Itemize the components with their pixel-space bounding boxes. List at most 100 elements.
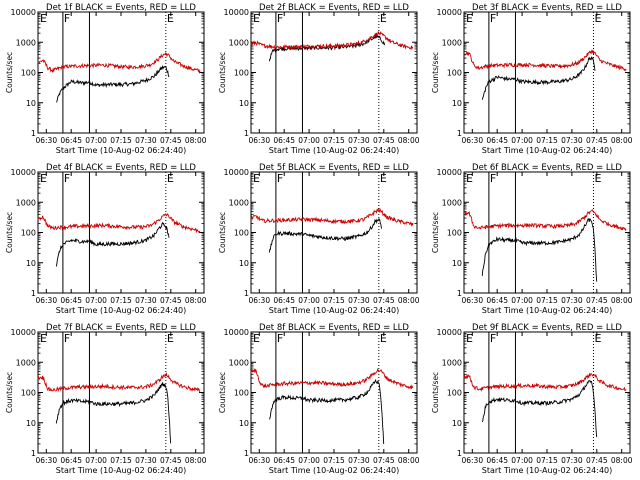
x-tick-label: 07:00 bbox=[85, 136, 107, 145]
panel-8: Det 8f BLACK = Events, RED = LLD 1 10 100 10… bbox=[218, 323, 420, 475]
x-axis-label: Start Time (10-Aug-02 06:24:40) bbox=[269, 306, 400, 315]
time-marker-label: E bbox=[167, 12, 174, 25]
x-tick-label: 07:45 bbox=[160, 456, 182, 465]
x-tick-label: 07:15 bbox=[110, 136, 132, 145]
x-tick-label: 08:00 bbox=[398, 296, 420, 305]
time-marker-label: E bbox=[40, 12, 47, 25]
x-tick-label: 06:30 bbox=[248, 136, 270, 145]
x-tick-label: 06:30 bbox=[35, 296, 57, 305]
series-lld-line bbox=[37, 51, 201, 74]
x-tick-label: 06:45 bbox=[60, 136, 82, 145]
x-tick-label: 07:00 bbox=[298, 456, 320, 465]
x-tick-label: 06:45 bbox=[273, 456, 295, 465]
y-tick-label: 10000 bbox=[11, 328, 36, 337]
y-tick-label: 10000 bbox=[437, 168, 462, 177]
y-tick-label: 10000 bbox=[11, 8, 36, 17]
time-marker-label: E bbox=[253, 332, 260, 345]
y-tick-label: 100 bbox=[447, 69, 462, 78]
y-tick-label: 100 bbox=[21, 389, 36, 398]
y-tick-label: 10000 bbox=[11, 168, 36, 177]
x-tick-label: 06:45 bbox=[486, 456, 508, 465]
y-tick-label: 100 bbox=[234, 69, 249, 78]
time-marker-label: E bbox=[466, 172, 473, 185]
y-tick-label: 100 bbox=[234, 229, 249, 238]
series-events-line bbox=[55, 382, 172, 444]
y-tick-label: 1 bbox=[31, 289, 36, 298]
x-tick-label: 07:15 bbox=[110, 456, 132, 465]
y-tick-label: 1 bbox=[31, 449, 36, 458]
y-tick-label: 100 bbox=[234, 389, 249, 398]
y-tick-label: 1 bbox=[457, 449, 462, 458]
series-events-line bbox=[55, 221, 170, 267]
panel-2: Det 2f BLACK = Events, RED = LLD 1 10 100 10… bbox=[218, 3, 420, 155]
series-events-line bbox=[268, 378, 385, 445]
y-tick-label: 10 bbox=[452, 99, 462, 108]
time-marker-label: E bbox=[40, 172, 47, 185]
x-tick-label: 06:30 bbox=[35, 136, 57, 145]
time-marker-label: F bbox=[490, 172, 496, 185]
panel-4: Det 4f BLACK = Events, RED = LLD 1 10 100 10… bbox=[5, 163, 207, 315]
y-tick-label: 10 bbox=[239, 99, 249, 108]
series-lld-line bbox=[463, 373, 627, 392]
y-tick-label: 1 bbox=[244, 129, 249, 138]
y-tick-label: 1000 bbox=[16, 38, 36, 47]
time-marker-label: E bbox=[40, 332, 47, 345]
time-marker-label: E bbox=[594, 12, 601, 25]
time-marker-label: E bbox=[253, 172, 260, 185]
x-axis-label: Start Time (10-Aug-02 06:24:40) bbox=[56, 146, 187, 155]
y-tick-label: 1 bbox=[244, 449, 249, 458]
x-tick-label: 06:30 bbox=[35, 456, 57, 465]
y-axis-label: Counts/sec bbox=[431, 212, 440, 253]
time-marker-label: E bbox=[253, 12, 260, 25]
y-tick-label: 10000 bbox=[224, 328, 249, 337]
series-events-line bbox=[481, 55, 596, 100]
x-tick-label: 07:30 bbox=[348, 296, 370, 305]
y-axis-label: Counts/sec bbox=[218, 372, 227, 413]
x-tick-label: 08:00 bbox=[398, 456, 420, 465]
x-tick-label: 08:00 bbox=[398, 136, 420, 145]
x-tick-label: 07:45 bbox=[160, 136, 182, 145]
x-tick-label: 07:45 bbox=[373, 456, 395, 465]
x-tick-label: 06:30 bbox=[461, 456, 483, 465]
x-tick-label: 08:00 bbox=[611, 136, 633, 145]
x-tick-label: 07:00 bbox=[511, 136, 533, 145]
time-marker-label: F bbox=[277, 172, 283, 185]
x-tick-label: 07:45 bbox=[586, 456, 608, 465]
y-axis-label: Counts/sec bbox=[218, 212, 227, 253]
time-marker-label: E bbox=[380, 12, 387, 25]
y-tick-label: 1 bbox=[244, 289, 249, 298]
series-events-line bbox=[268, 34, 386, 62]
y-tick-label: 10000 bbox=[224, 168, 249, 177]
time-marker-label: F bbox=[64, 12, 70, 25]
y-axis-label: Counts/sec bbox=[431, 52, 440, 93]
x-tick-label: 06:30 bbox=[461, 136, 483, 145]
x-tick-label: 06:30 bbox=[248, 296, 270, 305]
time-marker-label: E bbox=[594, 172, 601, 185]
series-lld-line bbox=[37, 212, 201, 234]
panel-1: Det 1f BLACK = Events, RED = LLD 1 10 100 10… bbox=[5, 3, 207, 155]
x-tick-label: 08:00 bbox=[611, 456, 633, 465]
time-marker-label: E bbox=[380, 172, 387, 185]
time-marker-label: E bbox=[466, 12, 473, 25]
series-events-line bbox=[56, 64, 170, 103]
x-tick-label: 07:45 bbox=[160, 296, 182, 305]
x-tick-label: 07:30 bbox=[561, 456, 583, 465]
panel-6: Det 6f BLACK = Events, RED = LLD 1 10 100 10… bbox=[431, 163, 633, 315]
time-marker-label: F bbox=[64, 172, 70, 185]
y-axis-label: Counts/sec bbox=[5, 372, 14, 413]
series-events-line bbox=[268, 218, 382, 253]
y-tick-label: 10 bbox=[26, 99, 36, 108]
chart-title: Det 8f BLACK = Events, RED = LLD bbox=[259, 323, 409, 333]
series-lld-line bbox=[250, 367, 414, 390]
y-tick-label: 1 bbox=[457, 289, 462, 298]
x-axis-label: Start Time (10-Aug-02 06:24:40) bbox=[269, 146, 400, 155]
x-axis-label: Start Time (10-Aug-02 06:24:40) bbox=[482, 466, 613, 475]
panel-5: Det 5f BLACK = Events, RED = LLD 1 10 100 10… bbox=[218, 163, 420, 315]
y-tick-label: 10 bbox=[239, 259, 249, 268]
x-tick-label: 08:00 bbox=[611, 296, 633, 305]
y-tick-label: 100 bbox=[447, 389, 462, 398]
y-tick-label: 1000 bbox=[442, 358, 462, 367]
x-tick-label: 07:30 bbox=[135, 456, 157, 465]
time-marker-label: F bbox=[277, 12, 283, 25]
series-lld-line bbox=[250, 30, 414, 51]
